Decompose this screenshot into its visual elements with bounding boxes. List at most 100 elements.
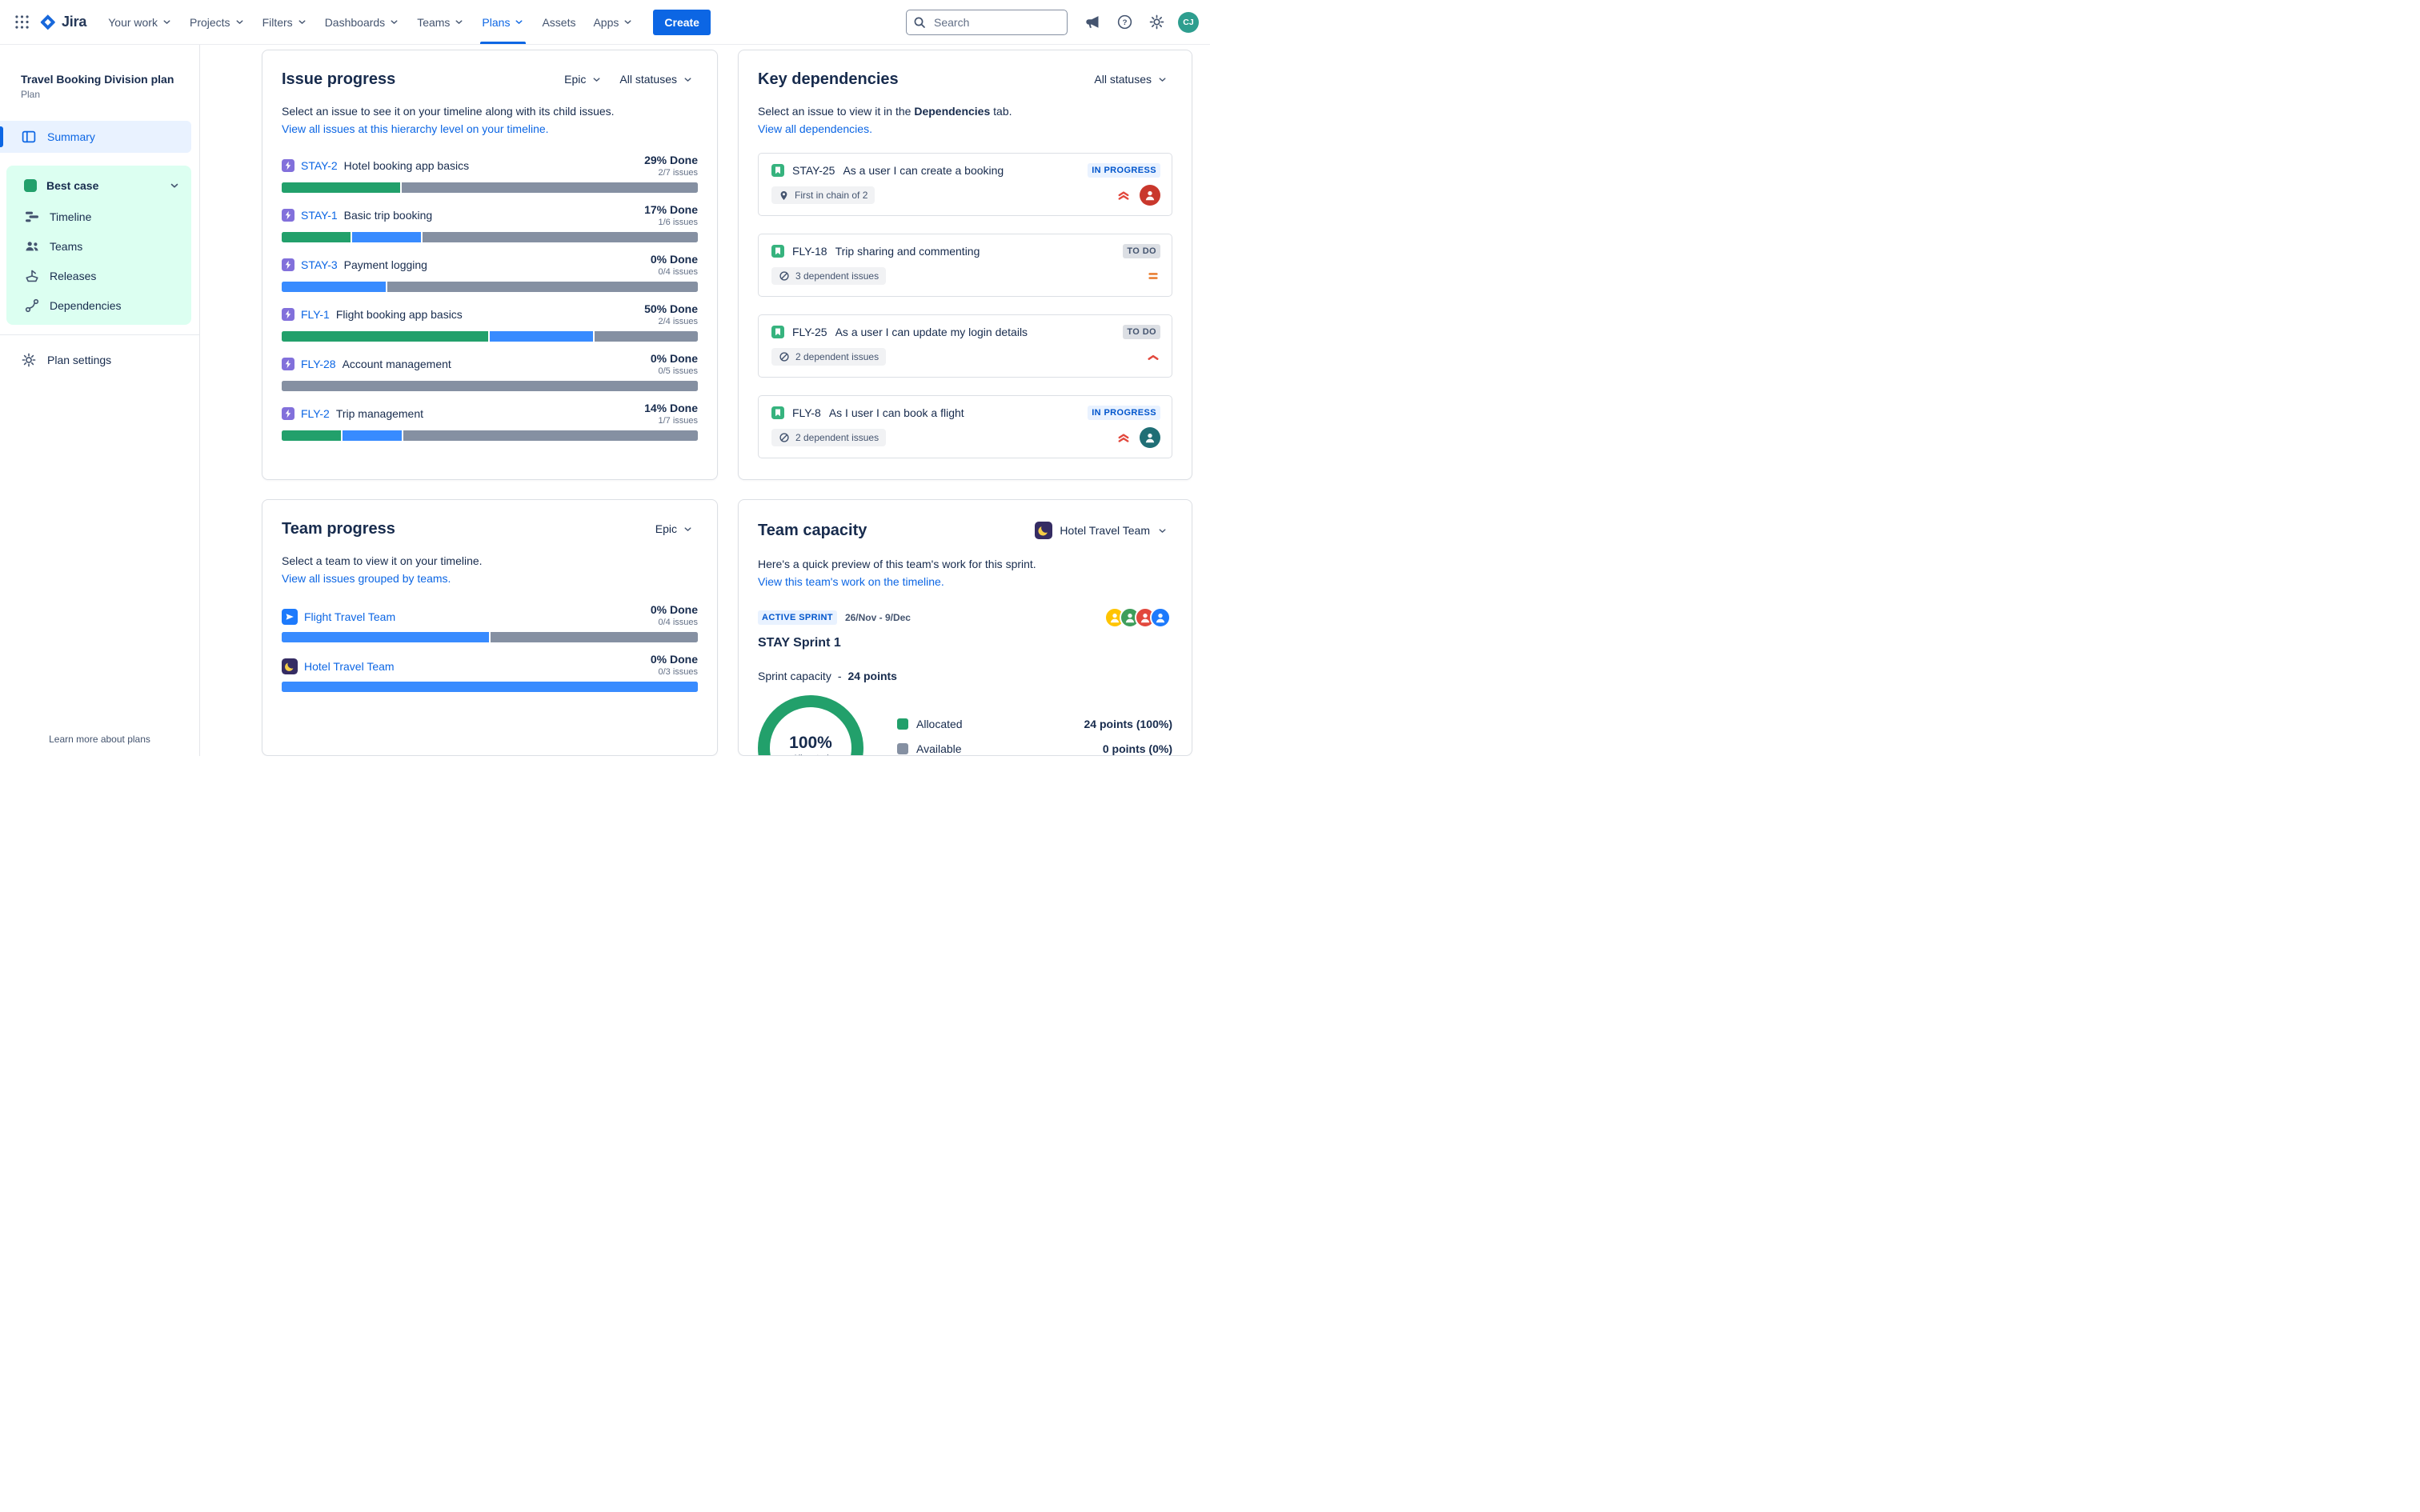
sidebar-item-label: Summary xyxy=(47,130,95,143)
donut-label: Allocated xyxy=(789,754,832,756)
issue-key-link[interactable]: FLY-1 xyxy=(301,308,330,321)
view-all-issues-link[interactable]: View all issues at this hierarchy level … xyxy=(282,122,549,135)
scenario-selector[interactable]: Best case xyxy=(6,170,191,202)
plan-title: Travel Booking Division plan xyxy=(21,73,174,86)
chevron-down-icon xyxy=(297,17,307,27)
plan-subtitle: Plan xyxy=(21,89,41,100)
scenario-section: Best case Timeline Teams Releases Dependenc… xyxy=(6,166,191,325)
timeline-icon xyxy=(24,209,40,225)
learn-more-link[interactable]: Learn more about plans xyxy=(49,734,150,745)
progress-segment-todo xyxy=(403,430,698,441)
sidebar-item-releases[interactable]: Releases xyxy=(6,261,191,290)
issue-progress-row[interactable]: STAY-3 Payment logging 0% Done 0/4 issues xyxy=(282,252,698,292)
issue-key-link[interactable]: FLY-2 xyxy=(301,407,330,420)
nav-item-teams[interactable]: Teams xyxy=(408,0,473,44)
progress-segment-in_progress xyxy=(352,232,422,242)
search-input[interactable] xyxy=(906,9,1068,35)
percent-done: 0% Done xyxy=(650,253,698,266)
dependency-meta-pill: 2 dependent issues xyxy=(771,348,887,366)
sidebar-item-summary[interactable]: Summary xyxy=(0,121,191,153)
sidebar-item-plan-settings[interactable]: Plan settings xyxy=(0,343,199,377)
percent-done: 0% Done xyxy=(650,653,698,666)
status-lozenge: TO DO xyxy=(1123,244,1160,258)
announcements-icon[interactable] xyxy=(1079,9,1106,36)
capacity-label: Sprint capacity xyxy=(758,670,831,682)
legend-color-swatch xyxy=(897,718,908,730)
issue-progress-row[interactable]: STAY-2 Hotel booking app basics 29% Done 2/… xyxy=(282,153,698,193)
dependency-item[interactable]: FLY-18 Trip sharing and commenting TO DO… xyxy=(758,234,1172,297)
team-progress-row[interactable]: Hotel Travel Team 0% Done 0/3 issues xyxy=(282,652,698,692)
view-teams-link[interactable]: View all issues grouped by teams. xyxy=(282,572,451,585)
issue-summary: Trip management xyxy=(335,407,424,420)
issue-key-link[interactable]: FLY-28 xyxy=(301,358,336,370)
selected-team: Hotel Travel Team xyxy=(1060,524,1150,537)
view-team-work-link[interactable]: View this team's work on the timeline. xyxy=(758,575,944,588)
dependency-meta-pill: 3 dependent issues xyxy=(771,267,887,285)
nav-item-projects[interactable]: Projects xyxy=(181,0,254,44)
user-avatar[interactable]: CJ xyxy=(1178,11,1199,33)
dependency-item[interactable]: FLY-8 As I user I can book a flight IN P… xyxy=(758,395,1172,458)
percent-done: 14% Done xyxy=(644,402,698,414)
blocked-icon xyxy=(779,351,790,362)
sidebar-item-dependencies[interactable]: Dependencies xyxy=(6,290,191,320)
progress-bar xyxy=(282,632,698,642)
issue-key-link[interactable]: STAY-1 xyxy=(301,209,338,222)
issue-progress-row[interactable]: FLY-1 Flight booking app basics 50% Done 2/… xyxy=(282,302,698,342)
sidebar-item-timeline[interactable]: Timeline xyxy=(6,202,191,231)
progress-segment-in_progress xyxy=(282,682,698,692)
capacity-value: 24 points xyxy=(847,670,897,682)
dependency-item[interactable]: STAY-25 As a user I can create a booking… xyxy=(758,153,1172,216)
key-dependencies-card: Key dependencies All statuses Select an … xyxy=(738,50,1192,480)
nav-item-filters[interactable]: Filters xyxy=(254,0,316,44)
hierarchy-filter-dropdown[interactable]: Epic xyxy=(559,68,607,90)
issue-progress-row[interactable]: STAY-1 Basic trip booking 17% Done 1/6 issu… xyxy=(282,202,698,242)
issue-progress-row[interactable]: FLY-2 Trip management 14% Done 1/7 issues xyxy=(282,401,698,441)
chevron-down-icon xyxy=(514,17,524,27)
dependency-item[interactable]: FLY-25 As a user I can update my login d… xyxy=(758,314,1172,378)
legend-value: 0 points (0%) xyxy=(1102,742,1172,755)
team-selector-dropdown[interactable]: Hotel Travel Team xyxy=(1030,518,1172,543)
sidebar-item-label: Plan settings xyxy=(47,354,112,366)
chevron-down-icon xyxy=(1157,526,1168,536)
status-filter-dropdown[interactable]: All statuses xyxy=(1089,68,1172,90)
issue-key-link[interactable]: STAY-3 xyxy=(301,258,338,271)
settings-gear-icon[interactable] xyxy=(1143,9,1170,36)
progress-bar xyxy=(282,282,698,292)
summary-dashboard: Issue progress Epic All statuses Select … xyxy=(200,45,1210,756)
help-icon[interactable]: ? xyxy=(1111,9,1138,36)
issue-key-link[interactable]: STAY-2 xyxy=(301,159,338,172)
issue-progress-row[interactable]: FLY-28 Account management 0% Done 0/5 issue… xyxy=(282,351,698,391)
nav-item-apps[interactable]: Apps xyxy=(584,0,642,44)
priority-medium-icon xyxy=(1146,269,1160,283)
nav-item-plans[interactable]: Plans xyxy=(473,0,533,44)
sprint-member-avatar xyxy=(1150,607,1171,628)
sidebar-item-teams[interactable]: Teams xyxy=(6,231,191,261)
team-name-link[interactable]: Flight Travel Team xyxy=(304,610,396,623)
status-lozenge: IN PROGRESS xyxy=(1088,163,1160,178)
epic-icon xyxy=(282,358,294,370)
team-name-link[interactable]: Hotel Travel Team xyxy=(304,660,395,673)
issue-summary: Flight booking app basics xyxy=(335,308,463,321)
progress-segment-done xyxy=(282,182,401,193)
chevron-down-icon xyxy=(683,524,693,534)
nav-item-assets[interactable]: Assets xyxy=(533,0,584,44)
dependency-list: STAY-25 As a user I can create a booking… xyxy=(758,153,1172,458)
nav-item-your-work[interactable]: Your work xyxy=(99,0,181,44)
card-title: Key dependencies xyxy=(758,70,899,88)
search-box xyxy=(906,9,1068,35)
app-switcher-icon[interactable] xyxy=(8,9,35,36)
create-button[interactable]: Create xyxy=(653,9,711,35)
legend-label: Available xyxy=(916,742,962,755)
epic-icon xyxy=(282,209,294,222)
jira-logo[interactable]: Jira xyxy=(35,13,94,31)
nav-item-dashboards[interactable]: Dashboards xyxy=(316,0,409,44)
sidebar-item-label: Releases xyxy=(50,269,97,282)
hierarchy-filter-dropdown[interactable]: Epic xyxy=(651,518,698,540)
chevron-down-icon xyxy=(169,180,180,191)
status-filter-dropdown[interactable]: All statuses xyxy=(615,68,698,90)
view-all-dependencies-link[interactable]: View all dependencies. xyxy=(758,122,872,135)
nav-item-label: Plans xyxy=(482,15,511,29)
team-progress-row[interactable]: Flight Travel Team 0% Done 0/4 issues xyxy=(282,602,698,642)
gear-icon xyxy=(21,352,37,368)
assignee-avatar xyxy=(1140,185,1160,206)
